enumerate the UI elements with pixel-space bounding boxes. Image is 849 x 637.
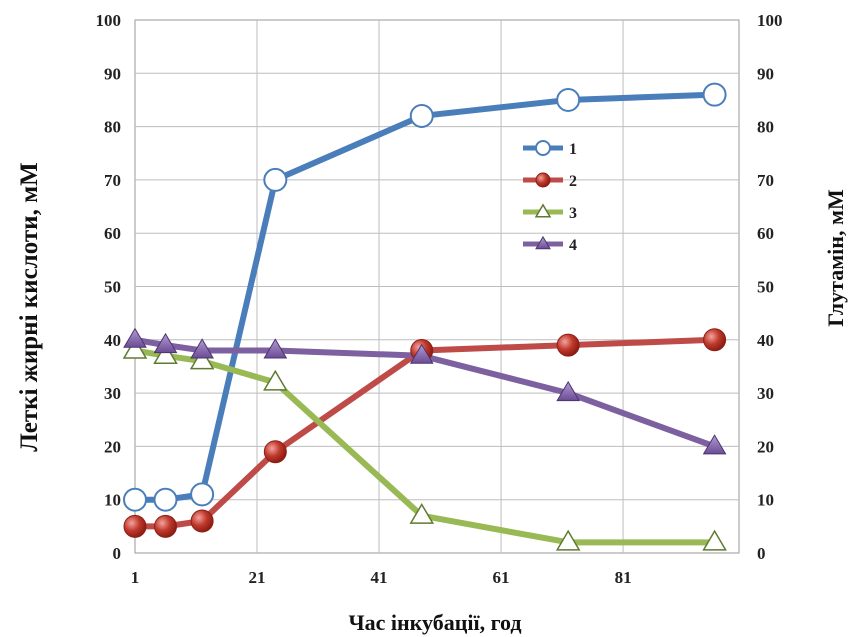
data-point-series-2 — [123, 514, 147, 538]
data-point-series-4 — [409, 343, 434, 364]
left-y-tick-label: 30 — [104, 384, 121, 403]
data-point-series-3 — [409, 502, 435, 524]
grid — [135, 20, 739, 553]
x-axis: 1 21 41 61 81 — [131, 568, 632, 587]
data-point-series-3 — [189, 348, 215, 370]
data-point-series-2 — [703, 328, 727, 352]
legend-label-4: 4 — [569, 237, 577, 254]
data-point-series-3 — [122, 337, 148, 359]
right-y-tick-label: 20 — [757, 437, 774, 456]
legend-label-1: 1 — [569, 141, 577, 158]
right-y-tick-label: 0 — [757, 544, 766, 563]
left-y-tick-label: 0 — [113, 544, 122, 563]
data-point-series-3 — [263, 369, 288, 391]
right-y-tick-label: 100 — [757, 11, 783, 30]
data-point-series-3 — [702, 529, 727, 551]
right-y-axis: 0 10 20 30 40 50 60 70 80 90 100 — [757, 11, 783, 563]
legend-label-2: 2 — [569, 173, 577, 190]
left-y-tick-label: 60 — [104, 224, 121, 243]
right-y-tick-label: 10 — [757, 491, 774, 510]
data-point-series-2 — [154, 514, 178, 538]
right-y-tick-label: 60 — [757, 224, 774, 243]
data-point-series-4 — [123, 327, 147, 348]
legend-marker-3 — [534, 203, 552, 218]
data-point-series-3 — [153, 343, 178, 365]
data-point-series-2 — [190, 509, 214, 533]
right-y-tick-label: 40 — [757, 331, 774, 350]
data-point-series-3 — [555, 529, 581, 551]
x-tick-label: 81 — [615, 568, 632, 587]
right-y-axis-title: Глутамін, мМ — [823, 189, 848, 327]
x-tick-label: 61 — [493, 568, 510, 587]
x-tick-label: 1 — [131, 568, 140, 587]
left-y-tick-label: 40 — [104, 331, 121, 350]
left-y-tick-label: 20 — [104, 437, 121, 456]
data-point-series-4 — [556, 380, 581, 402]
right-y-tick-label: 70 — [757, 171, 774, 190]
data-point-series-2 — [263, 440, 287, 464]
x-tick-label: 21 — [249, 568, 266, 587]
data-point-series-1 — [123, 487, 147, 512]
left-y-tick-label: 50 — [104, 278, 121, 297]
left-y-axis: 0 10 20 30 40 50 60 70 80 90 100 — [96, 11, 122, 563]
x-axis-title: Час інкубації, год — [348, 610, 521, 635]
data-point-series-1 — [409, 103, 434, 128]
data-point-series-4 — [263, 338, 288, 359]
data-point-series-4 — [702, 434, 727, 455]
data-point-series-1 — [190, 482, 215, 507]
data-point-series-1 — [263, 167, 288, 192]
legend-marker-2 — [535, 172, 551, 188]
data-point-series-4 — [190, 338, 214, 359]
data-point-series-1 — [702, 82, 727, 107]
legend-label-3: 3 — [569, 205, 577, 222]
x-tick-label: 41 — [371, 568, 388, 587]
left-y-tick-label: 90 — [104, 64, 121, 83]
left-y-axis-title: Леткі жирні кислоти, мМ — [16, 162, 43, 451]
legend-marker-4 — [535, 235, 551, 250]
series-markers — [122, 82, 727, 551]
right-y-tick-label: 50 — [757, 278, 774, 297]
legend-marker-1 — [535, 140, 551, 156]
left-y-tick-label: 70 — [104, 171, 121, 190]
legend: 1 2 3 4 — [523, 140, 577, 254]
left-y-tick-label: 100 — [96, 11, 122, 30]
left-y-tick-label: 10 — [104, 491, 121, 510]
data-point-series-1 — [153, 487, 178, 512]
left-y-tick-label: 80 — [104, 118, 121, 137]
right-y-tick-label: 80 — [757, 118, 774, 137]
data-point-series-2 — [556, 333, 580, 357]
data-point-series-1 — [556, 87, 581, 112]
data-point-series-4 — [153, 332, 178, 354]
right-y-tick-label: 90 — [757, 64, 774, 83]
right-y-tick-label: 30 — [757, 384, 774, 403]
